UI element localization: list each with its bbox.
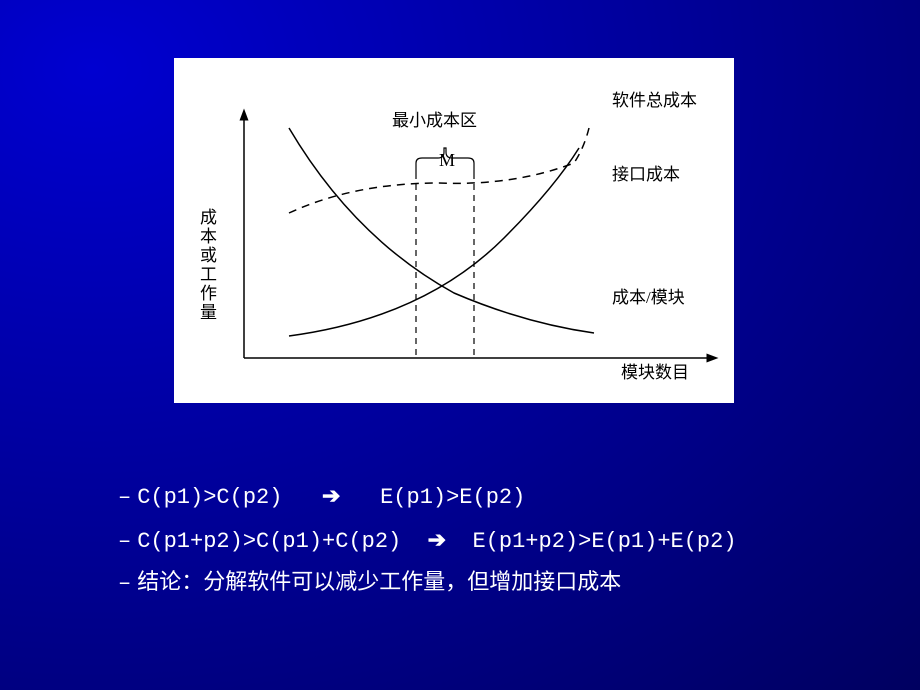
label-min-cost-region: 最小成本区 [392, 106, 477, 131]
formula-2-left: C(p1+p2)>C(p1)+C(p2) [137, 529, 401, 554]
conclusion-text: 结论：分解软件可以减少工作量，但增加接口成本 [137, 571, 621, 596]
formula-text-block: –C(p1)>C(p2) ➔ E(p1)>E(p2) –C(p1+p2)>C(p… [118, 475, 737, 604]
bullet-dash: – [118, 571, 137, 596]
arrow-icon: ➔ [322, 483, 340, 508]
formula-1-right: E(p1)>E(p2) [380, 485, 525, 510]
label-interface-cost: 接口成本 [612, 160, 680, 185]
formula-line-2: –C(p1+p2)>C(p1)+C(p2) ➔ E(p1+p2)>E(p1)+E… [118, 519, 737, 563]
bullet-dash: – [118, 485, 137, 510]
curve-interface-cost [289, 148, 579, 336]
label-m: M [439, 150, 455, 171]
formula-2-right: E(p1+p2)>E(p1)+E(p2) [473, 529, 737, 554]
x-axis-label: 模块数目 [621, 358, 689, 383]
label-total-cost: 软件总成本 [612, 86, 697, 111]
y-axis-label: 成本或工作量 [194, 208, 219, 322]
arrow-icon: ➔ [428, 527, 446, 552]
formula-line-1: –C(p1)>C(p2) ➔ E(p1)>E(p2) [118, 475, 737, 519]
conclusion-line: –结论：分解软件可以减少工作量，但增加接口成本 [118, 563, 737, 605]
label-module-cost: 成本/模块 [612, 283, 685, 308]
bullet-dash: – [118, 529, 137, 554]
formula-1-left: C(p1)>C(p2) [137, 485, 282, 510]
cost-chart: 成本或工作量 模块数目 软件总成本 接口成本 成本/模块 最小成本区 M [174, 58, 734, 403]
